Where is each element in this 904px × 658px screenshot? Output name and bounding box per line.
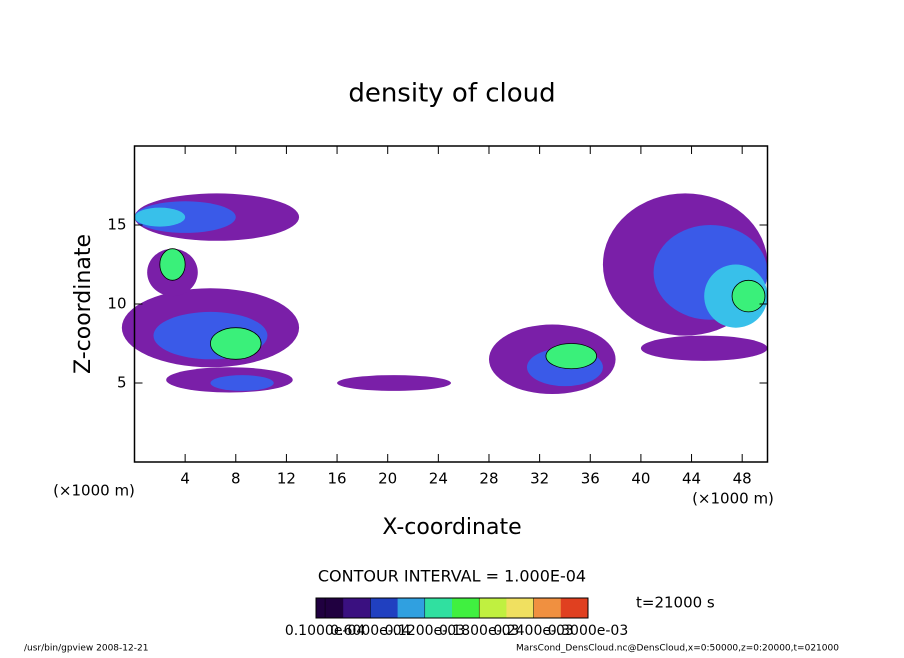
- colorbar-label: 0.3000e-03: [548, 623, 628, 639]
- footer: MarsCond_DensCloud.nc@DensCloud,x=0:5000…: [516, 644, 839, 654]
- x-axis-label: X-coordinate: [382, 515, 521, 540]
- x-tick-label: 32: [530, 470, 549, 488]
- x-tick-label: 8: [231, 470, 241, 488]
- colorbar-swatch: [424, 598, 453, 618]
- x-tick-label: 36: [581, 470, 600, 488]
- colorbar-swatch: [343, 598, 371, 618]
- y-tick-label: 15: [107, 216, 126, 234]
- colorbar-swatch: [370, 598, 399, 618]
- colorbar-label: 0.6000e-04: [330, 623, 411, 639]
- x-tick-label: 16: [328, 470, 347, 488]
- colorbar-swatch: [506, 598, 535, 618]
- cloud-region: [337, 375, 451, 391]
- y-tick-label: 10: [107, 295, 126, 313]
- colorbar-swatch: [533, 598, 562, 618]
- chart-title: density of cloud: [348, 79, 555, 109]
- colorbar-swatch: [397, 598, 426, 618]
- colorbar-swatch: [560, 598, 589, 618]
- y-tick-label: 5: [117, 374, 127, 392]
- cloud-region: [545, 343, 597, 370]
- x-tick-label: 44: [682, 470, 701, 488]
- x-unit: (×1000 m): [53, 482, 135, 500]
- colorbar-label: 0.1800e-03: [439, 623, 519, 639]
- x-tick-label: 48: [733, 470, 752, 488]
- cloud-region: [640, 335, 768, 361]
- colorbar-label: 0.1200e-03: [385, 623, 465, 639]
- colorbar-label: 0.2400e-03: [493, 623, 573, 639]
- colorbar-swatch: [479, 598, 507, 618]
- x-tick-label: 12: [277, 470, 296, 488]
- colorbar-swatch: [452, 598, 480, 618]
- x-tick-label: 4: [180, 470, 190, 488]
- colorbar-swatch: [316, 598, 344, 618]
- footer: /usr/bin/gpview 2008-12-21: [24, 644, 148, 654]
- cloud-region: [159, 248, 186, 281]
- contour-interval: CONTOUR INTERVAL = 1.000E-04: [318, 567, 586, 586]
- x-tick-label: 28: [479, 470, 498, 488]
- x-tick-label: 20: [378, 470, 397, 488]
- cloud-region: [210, 375, 274, 391]
- cloud-region: [134, 207, 186, 227]
- colorbar-label: 0.1000e-04: [285, 623, 366, 639]
- x-tick-label: 24: [429, 470, 448, 488]
- x-unit: (×1000 m): [692, 490, 774, 508]
- cloud-region: [210, 327, 262, 360]
- time-label: t=21000 s: [636, 594, 715, 612]
- y-axis-label: Z-coordinate: [71, 234, 96, 374]
- x-tick-label: 40: [631, 470, 650, 488]
- cloud-region: [731, 279, 766, 313]
